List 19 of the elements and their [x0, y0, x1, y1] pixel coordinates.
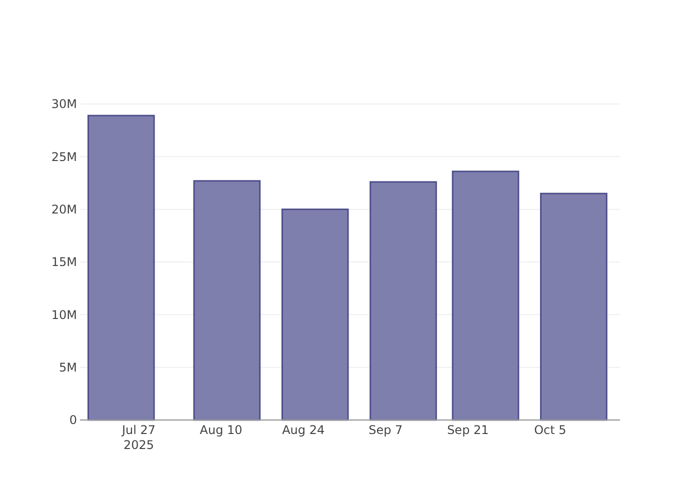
x-tick-label: Sep 7 — [368, 423, 403, 437]
y-tick-label: 10M — [51, 308, 77, 322]
bar — [540, 192, 608, 421]
bar — [193, 180, 261, 421]
bar — [87, 114, 155, 421]
bar — [370, 181, 437, 421]
x-tick-label: Sep 21 — [447, 423, 489, 437]
y-tick-label: 15M — [51, 255, 77, 270]
y-tick-label: 20M — [51, 202, 77, 217]
y-tick-label: 25M — [51, 150, 77, 164]
x-tick-label: Aug 10 — [200, 423, 242, 437]
y-tick-label: 30M — [51, 97, 77, 112]
y-tick-label: 0 — [69, 413, 77, 428]
bar — [281, 208, 349, 421]
x-tick-label: Oct 5 — [534, 423, 566, 437]
bar — [452, 170, 520, 421]
x-tick-label: Aug 24 — [282, 423, 325, 437]
x-tick-label: Jul 27 2025 — [120, 423, 156, 452]
y-tick-label: 5M — [59, 360, 77, 375]
